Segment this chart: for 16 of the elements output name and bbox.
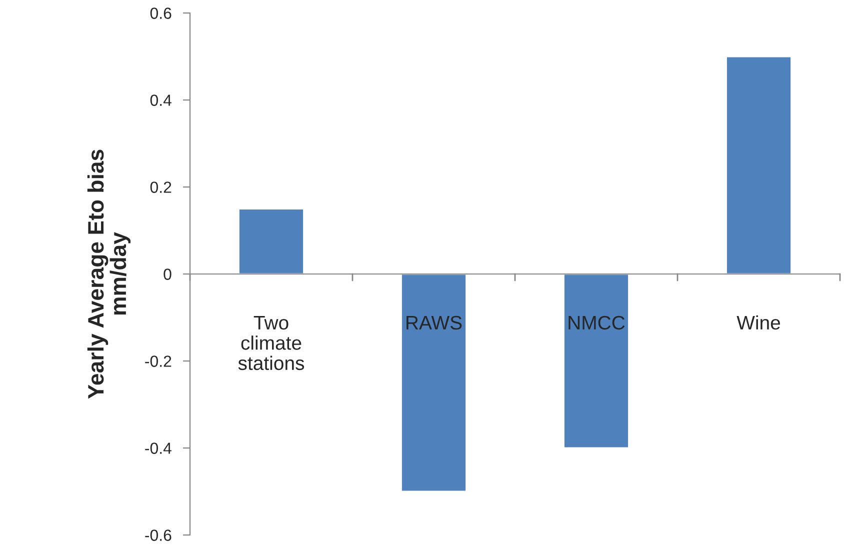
y-tick-label: -0.2 bbox=[145, 356, 172, 367]
y-tick-label: 0.4 bbox=[150, 94, 172, 106]
y-axis-title: Yearly Average Eto bias mm/day bbox=[87, 150, 131, 399]
bar bbox=[563, 273, 630, 449]
y-tick-label: 0 bbox=[164, 268, 172, 280]
bar bbox=[238, 208, 304, 275]
bar bbox=[400, 273, 467, 492]
x-tick-label: Two climate stations bbox=[238, 316, 304, 370]
y-tick-label: 0.6 bbox=[150, 8, 172, 19]
x-tick-label: NMCC bbox=[568, 316, 625, 330]
x-tick-label: RAWS bbox=[406, 316, 462, 330]
y-tick-label: 0.2 bbox=[150, 182, 172, 193]
bar bbox=[726, 56, 792, 275]
x-tick-label: Wine bbox=[736, 315, 780, 330]
y-tick-label: -0.6 bbox=[145, 530, 172, 541]
y-tick-label: -0.4 bbox=[145, 442, 172, 454]
